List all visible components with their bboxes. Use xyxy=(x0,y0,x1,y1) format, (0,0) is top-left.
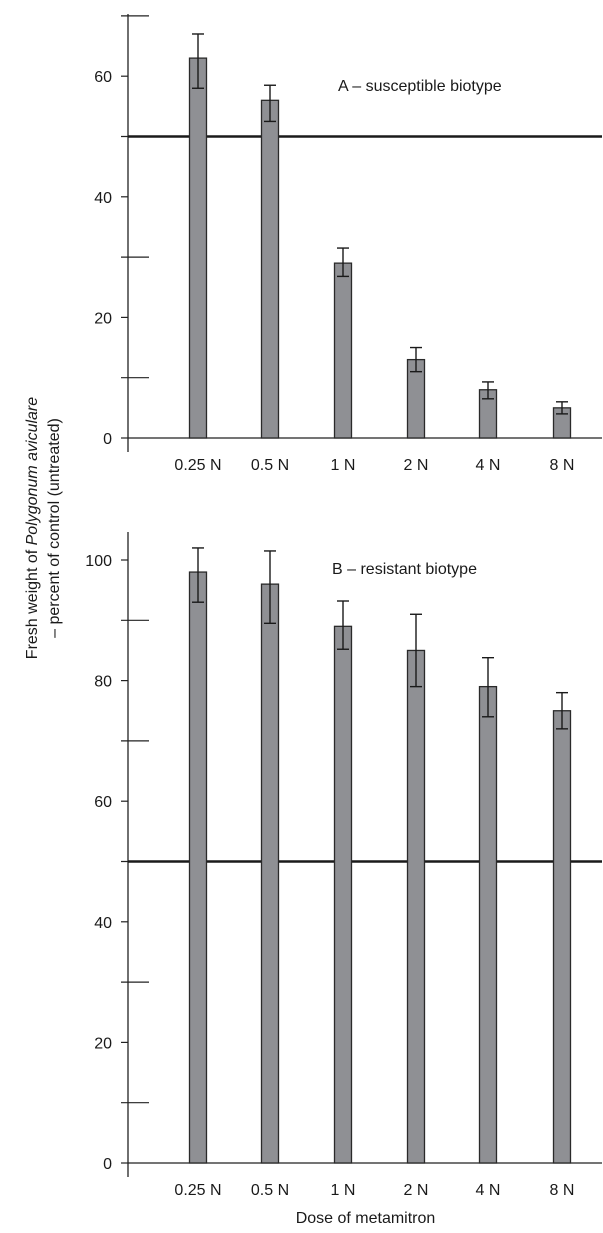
y-tick-label: 20 xyxy=(94,310,112,327)
x-tick-label: 8 N xyxy=(550,457,575,474)
x-tick-label: 4 N xyxy=(476,457,501,474)
bar xyxy=(260,99,280,439)
x-tick-label: 2 N xyxy=(404,457,429,474)
panel-title: A – susceptible biotype xyxy=(338,78,502,95)
y-tick-label: 80 xyxy=(94,674,112,691)
bar xyxy=(333,625,353,1164)
x-tick-label: 0.5 N xyxy=(251,1182,289,1199)
panel-a-susceptible: 0 20 40 60 0.25 N 0.5 N 1 N 2 N 4 N 8 N A – suscep… xyxy=(94,14,602,474)
bar xyxy=(478,685,498,1164)
bar xyxy=(188,57,208,439)
x-tick-label: 1 N xyxy=(331,457,356,474)
panel-b-resistant: 0 20 40 60 80 100 0.25 N 0.5 N 1 N 2 N 4 N 8 N B – r… xyxy=(85,532,602,1199)
y-tick-label: 40 xyxy=(94,915,112,932)
y-tick-label: 0 xyxy=(103,1156,112,1173)
x-tick-label: 0.25 N xyxy=(174,1182,221,1199)
x-tick-label: 0.5 N xyxy=(251,457,289,474)
y-tick-label: 100 xyxy=(85,553,112,570)
x-axis-label: Dose of metamitron xyxy=(295,1210,436,1227)
panel-title: B – resistant biotype xyxy=(332,561,477,578)
y-axis-label-prefix: Fresh weight of xyxy=(24,545,41,660)
y-tick-label: 40 xyxy=(94,190,112,207)
y-axis-label-species: Polygonum aviculare xyxy=(24,396,41,546)
y-tick-label: 60 xyxy=(94,794,112,811)
y-tick-label: 60 xyxy=(94,69,112,86)
bar xyxy=(552,710,572,1164)
x-tick-label: 1 N xyxy=(331,1182,356,1199)
y-tick-label: 0 xyxy=(103,431,112,448)
bar xyxy=(260,583,280,1164)
y-axis-label-line2: – percent of control (untreated) xyxy=(46,418,63,638)
bar xyxy=(188,571,208,1164)
bar xyxy=(406,649,426,1164)
x-tick-label: 4 N xyxy=(476,1182,501,1199)
x-tick-label: 8 N xyxy=(550,1182,575,1199)
x-tick-label: 2 N xyxy=(404,1182,429,1199)
y-tick-label: 20 xyxy=(94,1035,112,1052)
bar xyxy=(333,262,353,439)
x-tick-label: 0.25 N xyxy=(174,457,221,474)
